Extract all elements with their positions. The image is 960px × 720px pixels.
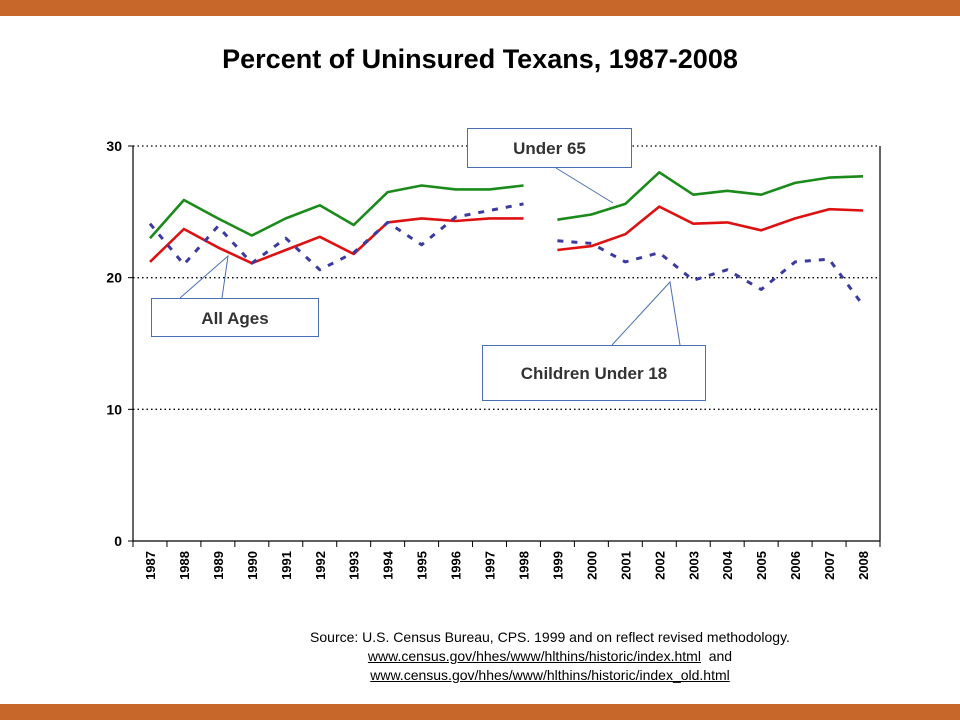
x-tick-label-2004: 2004: [720, 550, 735, 580]
source-and: and: [708, 648, 733, 664]
x-tick-label-1996: 1996: [449, 551, 464, 580]
x-tick-label-1992: 1992: [313, 551, 328, 580]
x-tick-label-1987: 1987: [143, 551, 158, 580]
series-line-all-ages-segment-2: [557, 205, 864, 252]
series-line-under-65-segment-1: [149, 184, 524, 240]
x-tick-label-2008: 2008: [856, 551, 871, 580]
x-tick-label-2006: 2006: [788, 551, 803, 580]
source-text: Source: U.S. Census Bureau, CPS. 1999 an…: [310, 629, 790, 645]
x-tick-label-2000: 2000: [584, 551, 599, 580]
x-tick-label-1989: 1989: [211, 551, 226, 580]
series-line-children-under-18-segment-2: [557, 239, 865, 307]
y-tick-label-10: 10: [106, 401, 122, 417]
leader-all-ages: [179, 254, 229, 299]
callout-all-ages: All Ages: [151, 298, 319, 337]
source-links-line: www.census.gov/hhes/www/hlthins/historic…: [200, 647, 900, 666]
source-link-index[interactable]: www.census.gov/hhes/www/hlthins/historic…: [367, 648, 701, 664]
top-border-bar: [0, 0, 960, 16]
x-tick-label-2002: 2002: [652, 551, 667, 580]
x-tick-label-1988: 1988: [177, 551, 192, 580]
x-tick-label-1993: 1993: [347, 551, 362, 580]
source-note: Source: U.S. Census Bureau, CPS. 1999 an…: [200, 628, 900, 685]
x-tick-label-1997: 1997: [483, 551, 498, 580]
x-tick-label-1994: 1994: [381, 550, 396, 580]
bottom-border-bar: [0, 704, 960, 720]
chart-title: Percent of Uninsured Texans, 1987-2008: [222, 44, 738, 74]
x-tick-label-2007: 2007: [822, 551, 837, 580]
x-tick-label-1998: 1998: [516, 551, 531, 580]
x-tick-label-2001: 2001: [618, 551, 633, 580]
callout-under-65: Under 65: [467, 128, 632, 168]
x-tick-label-1991: 1991: [279, 551, 294, 580]
leader-children: [611, 280, 681, 346]
y-tick-label-20: 20: [106, 270, 122, 286]
x-tick-label-2005: 2005: [754, 551, 769, 580]
x-tick-label-2003: 2003: [686, 551, 701, 580]
y-tick-label-0: 0: [114, 533, 122, 549]
series-line-all-ages-segment-1: [149, 217, 524, 265]
source-link-index-old[interactable]: www.census.gov/hhes/www/hlthins/historic…: [370, 667, 730, 683]
x-tick-label-1990: 1990: [245, 551, 260, 580]
x-tick-label-1995: 1995: [415, 551, 430, 580]
y-tick-label-30: 30: [106, 138, 122, 154]
x-tick-label-1999: 1999: [550, 551, 565, 580]
callout-children-under-18: Children Under 18: [482, 345, 706, 401]
series-line-under-65-segment-2: [557, 171, 864, 221]
leader-under65: [555, 167, 614, 204]
